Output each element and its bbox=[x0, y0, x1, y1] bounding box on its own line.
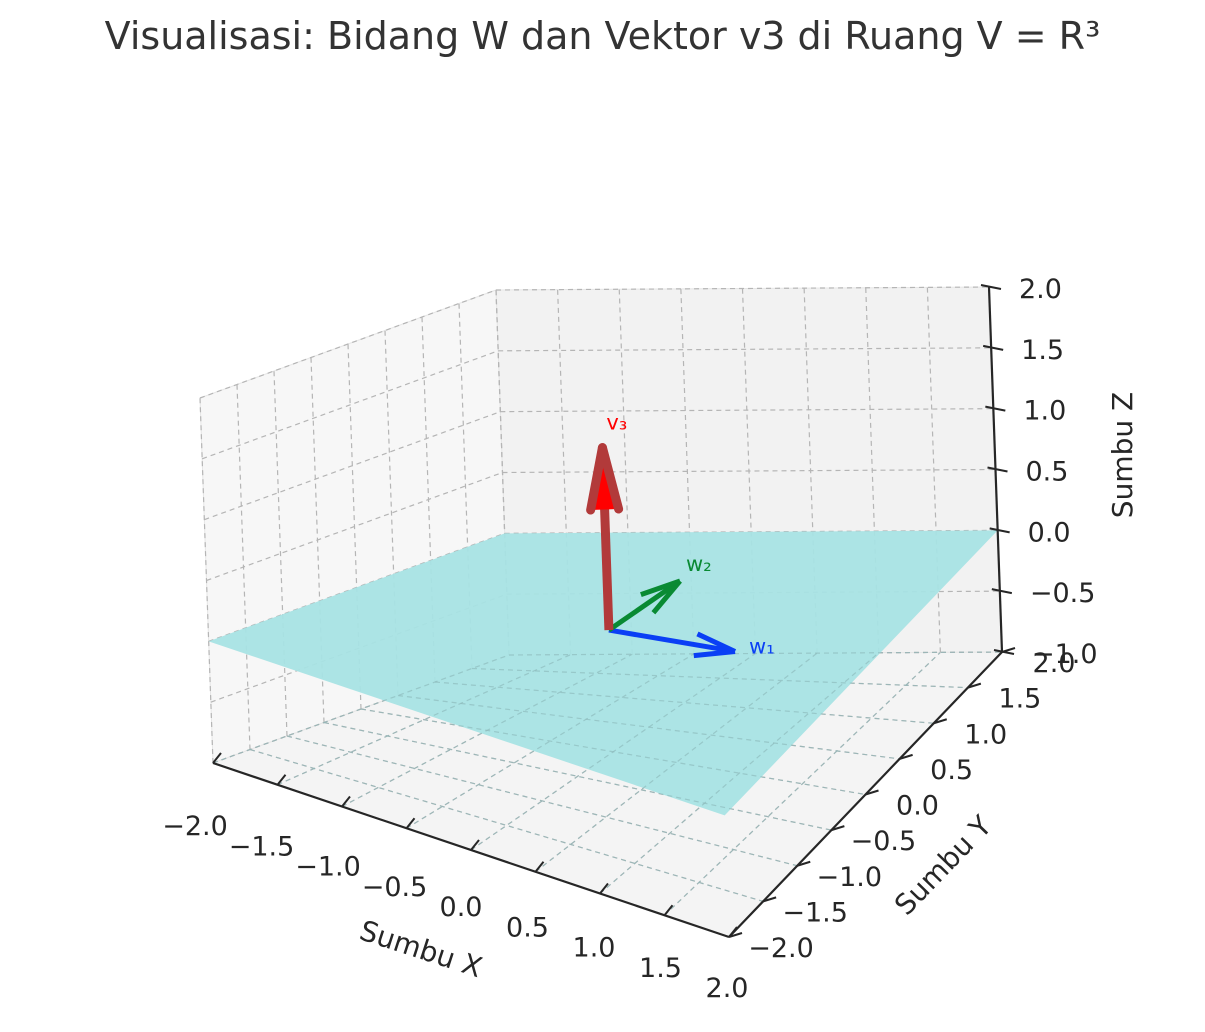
gridline-through-plane bbox=[323, 721, 832, 831]
x-tick-label: 1.0 bbox=[573, 933, 616, 964]
z-tick-label: −1.0 bbox=[1032, 639, 1098, 670]
gridline-through-plane bbox=[286, 735, 798, 867]
z-tick-label: 1.5 bbox=[1021, 335, 1064, 366]
vector-label: w₁ bbox=[749, 634, 775, 658]
gridline-left-y bbox=[458, 303, 473, 669]
y-tick-label: 2.0 bbox=[1033, 648, 1076, 679]
z-tick bbox=[991, 588, 1013, 595]
y-tick bbox=[796, 860, 811, 867]
y-tick bbox=[933, 718, 948, 725]
y-tick-label: −2.0 bbox=[748, 933, 814, 964]
gridline-through-plane bbox=[535, 652, 818, 873]
y-tick-label: 1.0 bbox=[964, 719, 1007, 750]
gridline-back-z bbox=[495, 286, 990, 291]
vector-head-barb bbox=[651, 579, 682, 615]
gridline-left-y bbox=[384, 330, 399, 696]
z-tick bbox=[980, 284, 1002, 290]
gridline-back-z bbox=[500, 408, 994, 413]
y-tick-label: −1.0 bbox=[816, 862, 882, 893]
vector-shaft bbox=[607, 581, 679, 633]
z-tick bbox=[987, 466, 1008, 473]
gridline-through-plane bbox=[360, 708, 866, 796]
chart-title: Visualisasi: Bidang W dan Vektor v3 di R… bbox=[104, 14, 1101, 58]
z-tick bbox=[993, 649, 1015, 655]
vector-head-barb bbox=[640, 578, 681, 597]
x-tick bbox=[470, 839, 480, 851]
gridline-through-plane bbox=[471, 667, 968, 689]
x-tick bbox=[276, 774, 287, 786]
x-tick-label: 0.5 bbox=[506, 912, 549, 943]
vector-shaft bbox=[608, 627, 732, 654]
x-tick bbox=[663, 904, 674, 916]
gridline-left-z bbox=[206, 471, 503, 582]
z-tick-label: 2.0 bbox=[1019, 274, 1062, 305]
y-tick-label: 1.5 bbox=[998, 684, 1041, 715]
x-tick bbox=[212, 752, 222, 764]
vector-2 bbox=[607, 578, 682, 633]
z-tick bbox=[982, 344, 1004, 351]
gridline-left-z bbox=[199, 289, 497, 399]
x-tick-label: 2.0 bbox=[706, 973, 749, 1004]
x-tick-label: −2.0 bbox=[162, 811, 228, 842]
y-tick-label: −0.5 bbox=[851, 826, 917, 857]
gridline-through-plane bbox=[664, 651, 941, 916]
x-tick bbox=[534, 861, 545, 873]
z-tick bbox=[985, 405, 1006, 412]
vector-label: w₂ bbox=[686, 552, 712, 576]
axes-layer bbox=[212, 284, 1016, 939]
y-tick bbox=[865, 789, 879, 796]
x-tick-label: −1.0 bbox=[295, 852, 361, 883]
z-axis-label: Sumbu Z bbox=[1106, 392, 1139, 518]
gridline-through-plane bbox=[434, 681, 934, 724]
x-tick-label: −0.5 bbox=[362, 872, 428, 903]
z-tick-label: 0.5 bbox=[1026, 457, 1069, 488]
y-tick-label: −1.5 bbox=[782, 897, 848, 928]
gridline-back-x bbox=[926, 287, 941, 653]
gridline-back-z bbox=[498, 347, 992, 352]
gridline-through-plane bbox=[397, 694, 900, 760]
vector-head-barb bbox=[597, 443, 624, 514]
gridline-through-plane bbox=[599, 652, 880, 894]
y-tick bbox=[762, 896, 777, 903]
gridline-through-plane bbox=[508, 651, 1003, 656]
x-tick-label: 0.0 bbox=[440, 892, 483, 923]
vector-head-barb bbox=[696, 631, 737, 654]
gridline-back-x bbox=[557, 289, 572, 655]
y-tick-label: 0.0 bbox=[896, 791, 939, 822]
z-tick-label: 0.0 bbox=[1028, 517, 1071, 548]
gridline-left-y bbox=[273, 370, 288, 737]
x-tick bbox=[728, 926, 738, 938]
y-tick bbox=[728, 932, 743, 938]
gridline-back-x bbox=[618, 289, 633, 655]
x-tick bbox=[599, 882, 609, 895]
y-tick-label: 0.5 bbox=[930, 755, 973, 786]
x-tick bbox=[405, 817, 416, 829]
x-axis-label: Sumbu X bbox=[356, 914, 486, 984]
vector-head-barb bbox=[586, 443, 607, 515]
y-tick bbox=[899, 753, 913, 760]
x-tick-label: −1.5 bbox=[229, 831, 295, 862]
y-tick bbox=[967, 682, 982, 689]
gridline-left-z bbox=[201, 350, 499, 460]
z-tick bbox=[989, 527, 1010, 534]
vector-head-barb bbox=[693, 648, 736, 659]
vector-label: v₃ bbox=[606, 411, 627, 435]
z-tick-label: 1.0 bbox=[1023, 396, 1066, 427]
x-tick bbox=[341, 795, 351, 808]
z-tick-label: −0.5 bbox=[1030, 578, 1096, 609]
vectors-layer bbox=[586, 443, 737, 659]
x-tick-label: 1.5 bbox=[639, 953, 682, 984]
gridline-through-plane bbox=[249, 748, 764, 902]
plane-w bbox=[208, 530, 998, 816]
gridline-through-plane bbox=[406, 653, 695, 829]
gridline-back-z bbox=[502, 468, 996, 474]
vector-3 bbox=[586, 443, 624, 631]
gridline-left-z bbox=[204, 411, 501, 521]
vector-1 bbox=[608, 627, 737, 659]
y-tick bbox=[831, 825, 845, 832]
